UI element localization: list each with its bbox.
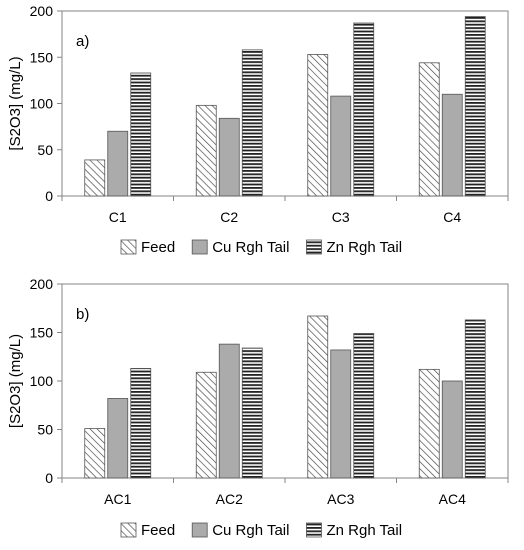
panel-label: b) (76, 306, 89, 323)
bar-feed-c3 (307, 54, 329, 197)
legend-label: Zn Rgh Tail (326, 522, 402, 539)
bar-cu-rgh-tail-c1 (107, 130, 129, 197)
bar-cu-rgh-tail-ac2 (218, 343, 240, 479)
legend-swatch (306, 239, 322, 255)
legend-swatch (120, 522, 137, 538)
legend-label: Cu Rgh Tail (212, 239, 289, 256)
plot-area-frame (61, 283, 509, 479)
y-tick-label: 200 (30, 3, 54, 19)
y-axis-label: [S2O3] (mg/L) (7, 56, 24, 150)
chart-panel-2: 0 50 100 150 200 [S2O3] (mg/L) b) AC1 AC2 AC3 AC4 F… (7, 276, 509, 539)
bar-zn-rgh-tail-ac1 (130, 367, 152, 479)
y-tick-label: 0 (45, 470, 53, 486)
bar-zn-rgh-tail-c4 (464, 16, 486, 197)
bar-feed-ac1 (84, 428, 106, 479)
legend-label: Zn Rgh Tail (326, 239, 402, 256)
legend-item-feed: Feed (120, 239, 175, 256)
bar-feed-c2 (195, 104, 217, 197)
panel-label: a) (76, 33, 89, 50)
legend: Feed Cu Rgh Tail Zn Rgh Tail (120, 522, 402, 539)
bar-cu-rgh-tail-c4 (441, 93, 463, 197)
bar-zn-rgh-tail-ac4 (464, 319, 486, 479)
legend-swatch (191, 239, 208, 255)
y-tick-label: 150 (30, 49, 54, 65)
x-tick-label: AC1 (104, 491, 131, 507)
legend-item-cu-rgh-tail: Cu Rgh Tail (191, 522, 289, 539)
bar-feed-ac4 (418, 368, 440, 479)
legend-item-zn-rgh-tail: Zn Rgh Tail (306, 239, 402, 256)
legend-label: Feed (141, 239, 175, 256)
x-tick-label: C2 (220, 209, 238, 225)
x-tick-label: C1 (109, 209, 127, 225)
y-tick-label: 150 (30, 325, 54, 341)
x-tick-label: C3 (332, 209, 350, 225)
bar-feed-c4 (418, 62, 440, 197)
legend-item-feed: Feed (120, 522, 175, 539)
legend-swatch (120, 239, 137, 255)
bar-cu-rgh-tail-c3 (330, 95, 352, 197)
legend-swatch (306, 522, 322, 538)
legend-item-cu-rgh-tail: Cu Rgh Tail (191, 239, 289, 256)
x-tick-label: C4 (443, 209, 461, 225)
plot-area-frame (61, 10, 509, 197)
chart-panel-1: 0 50 100 150 200 [S2O3] (mg/L) a) C1 C2 C3 C4 Feed C… (7, 3, 509, 256)
y-tick-label: 200 (30, 276, 54, 292)
bar-feed-c1 (84, 159, 106, 197)
legend-label: Feed (141, 522, 175, 539)
legend: Feed Cu Rgh Tail Zn Rgh Tail (120, 239, 402, 256)
legend-label: Cu Rgh Tail (212, 522, 289, 539)
y-tick-label: 100 (30, 373, 54, 389)
y-tick-label: 0 (45, 188, 53, 204)
bar-feed-ac3 (307, 315, 329, 479)
y-tick-label: 50 (37, 422, 53, 438)
y-axis-label: [S2O3] (mg/L) (7, 334, 24, 428)
bar-feed-ac2 (195, 371, 217, 479)
bar-cu-rgh-tail-ac1 (107, 398, 129, 479)
legend-item-zn-rgh-tail: Zn Rgh Tail (306, 522, 402, 539)
bar-cu-rgh-tail-ac3 (330, 349, 352, 479)
y-tick-label: 50 (37, 142, 53, 158)
bar-zn-rgh-tail-c3 (353, 22, 375, 197)
bar-zn-rgh-tail-c2 (241, 49, 263, 197)
x-tick-label: AC3 (327, 491, 354, 507)
legend-swatch (191, 522, 208, 538)
bar-cu-rgh-tail-ac4 (441, 380, 463, 479)
bar-zn-rgh-tail-ac2 (241, 347, 263, 479)
y-tick-label: 100 (30, 96, 54, 112)
bar-cu-rgh-tail-c2 (218, 117, 240, 197)
bar-zn-rgh-tail-ac3 (353, 333, 375, 479)
bar-zn-rgh-tail-c1 (130, 72, 152, 197)
x-tick-label: AC2 (216, 491, 243, 507)
x-tick-label: AC4 (439, 491, 466, 507)
